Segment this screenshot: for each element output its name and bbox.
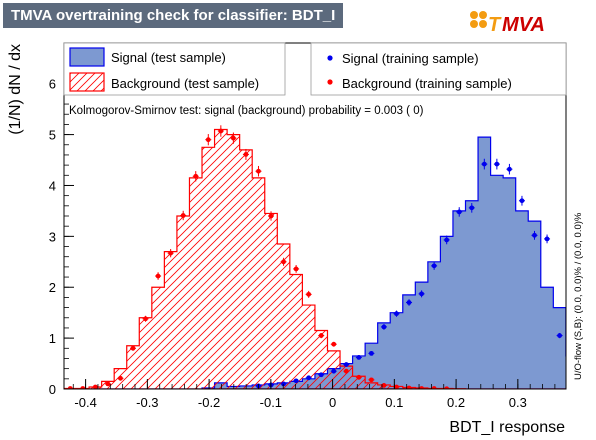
legend-background-train-marker — [327, 79, 333, 85]
y-tick-label: 0 — [49, 382, 56, 397]
axes-layer: -0.4 -0.3 -0.2 -0.1 0 0.1 0.2 0.3 0 1 2 3 4 5 6 — [49, 52, 556, 410]
background-train-point — [180, 213, 186, 218]
signal-train-point — [406, 300, 412, 305]
x-tick-label: 0.2 — [447, 395, 465, 410]
tmva-logo-graphic: T MVA — [470, 11, 545, 36]
signal-train-point — [469, 205, 475, 211]
signal-train-point — [356, 355, 362, 360]
x-tick-label: 0.1 — [385, 395, 403, 410]
background-train-point — [92, 384, 98, 389]
y-tick-label: 2 — [49, 280, 56, 295]
signal-train-point — [306, 375, 312, 381]
y-tick-label: 1 — [49, 331, 56, 346]
background-train-point — [419, 386, 424, 389]
signal-train-point — [481, 161, 487, 167]
y-tick-label: 6 — [49, 77, 56, 92]
chart-title: TMVA overtraining check for classifier: … — [3, 3, 343, 28]
x-tick-label: 0 — [329, 395, 336, 410]
background-train-point — [281, 259, 286, 265]
signal-train-point — [343, 362, 349, 367]
ks-test-text: Kolmogorov-Smirnov test: signal (backgro… — [69, 105, 424, 117]
logo-letter-t: T — [488, 14, 502, 35]
background-train-point — [205, 137, 211, 143]
x-axis-label: BDT_I response — [449, 419, 565, 436]
background-train-point — [293, 266, 299, 272]
logo-text-mva: MVA — [502, 14, 545, 35]
signal-train-point — [431, 263, 437, 269]
signal-train-point — [532, 232, 537, 238]
background-train-point — [394, 384, 399, 389]
histogram-layer — [64, 128, 566, 389]
y-tick-label: 3 — [49, 229, 56, 244]
legend-signal-test-label: Signal (test sample) — [111, 50, 226, 65]
signal-train-point — [368, 350, 374, 356]
background-train-point — [381, 383, 387, 388]
y-tick-label: 5 — [49, 128, 56, 143]
background-train-point — [143, 316, 148, 322]
logo-dot-1 — [470, 11, 478, 19]
background-train-point — [343, 368, 349, 374]
background-train-point — [306, 291, 312, 297]
background-train-point — [155, 273, 161, 279]
signal-train-point — [507, 166, 512, 172]
signal-train-point — [419, 291, 424, 297]
background-train-point — [243, 152, 249, 157]
background-train-point — [256, 168, 261, 174]
legend-left: Signal (test sample) Background (test sa… — [63, 42, 286, 96]
tmva-logo: T MVA — [466, 9, 586, 36]
legend-right-box — [310, 42, 567, 96]
background-train-point — [168, 250, 174, 256]
signal-train-point — [318, 372, 324, 378]
signal-train-point — [281, 381, 286, 387]
background-train-point — [331, 341, 337, 347]
signal-train-point — [557, 333, 563, 338]
signal-train-point — [494, 161, 500, 167]
signal-train-point — [381, 324, 387, 330]
logo-dot-4 — [479, 20, 487, 28]
x-tick-label: -0.4 — [74, 395, 96, 410]
background-train-point — [218, 128, 224, 134]
legend-right: Signal (training sample) Background (tra… — [310, 42, 567, 96]
background-train-point — [268, 213, 274, 219]
signal-train-point — [394, 311, 399, 317]
background-train-point — [80, 386, 86, 389]
background-train-point — [406, 385, 412, 389]
legend-background-test-swatch — [69, 72, 105, 92]
y-tick-label: 4 — [49, 178, 56, 193]
background-train-point — [368, 377, 374, 383]
legend-signal-train-marker — [327, 55, 333, 61]
legend-background-test-label: Background (test sample) — [111, 76, 259, 91]
signal-train-point — [444, 237, 450, 243]
legend-signal-test-swatch — [69, 47, 105, 67]
overflow-text: U/O-flow (S,B): (0.0, 0.0)% / (0.0, 0.0)… — [573, 212, 584, 380]
background-train-point — [130, 345, 136, 351]
legend-background-train-label: Background (training sample) — [342, 76, 512, 91]
signal-train-point — [331, 368, 337, 374]
background-train-point — [118, 375, 123, 381]
signal-train-point — [456, 209, 462, 215]
x-tick-label: -0.3 — [136, 395, 158, 410]
signal-train-point — [544, 236, 550, 242]
background-train-point — [105, 381, 111, 387]
background-train-point — [444, 386, 450, 389]
logo-dot-2 — [479, 11, 487, 19]
signal-train-point — [293, 378, 299, 384]
background-train-point — [230, 135, 236, 141]
background-train-point — [67, 386, 73, 389]
x-tick-label: -0.2 — [198, 395, 220, 410]
background-train-point — [318, 333, 324, 338]
background-train-point — [431, 386, 437, 389]
x-tick-label: -0.1 — [260, 395, 282, 410]
background-train-point — [356, 374, 362, 380]
background-train-point — [193, 173, 199, 179]
signal-train-point — [519, 198, 525, 204]
x-tick-label: 0.3 — [509, 395, 527, 410]
legend-signal-train-label: Signal (training sample) — [342, 51, 479, 66]
logo-dot-3 — [470, 20, 478, 28]
y-axis-label: (1/N) dN / dx — [7, 44, 24, 135]
